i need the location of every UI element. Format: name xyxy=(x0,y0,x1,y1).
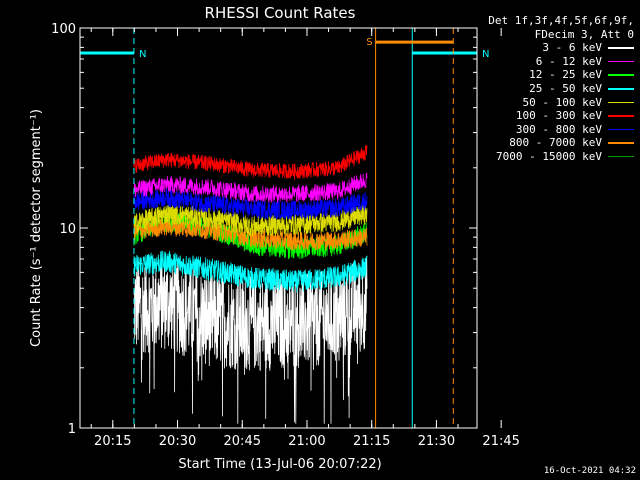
legend-header-detectors: Det 1f,3f,4f,5f,6f,9f, xyxy=(488,14,634,27)
legend-swatch xyxy=(608,88,634,90)
generation-timestamp: 16-Oct-2021 04:32 xyxy=(543,466,636,476)
plot-area: N N S xyxy=(79,28,489,428)
x-tick-label-2: 20:45 xyxy=(224,434,261,449)
y-axis-label: Count Rate (s⁻¹ detector segment⁻¹) xyxy=(29,109,44,347)
legend-entry: 800 - 7000 keV xyxy=(478,136,634,150)
legend: Det 1f,3f,4f,5f,6f,9f, FDecim 3, Att 0 3… xyxy=(478,14,634,164)
legend-swatch xyxy=(608,47,634,49)
legend-label: 100 - 300 keV xyxy=(515,109,602,123)
x-tick-label-3: 21:00 xyxy=(288,434,325,449)
legend-label: 6 - 12 keV xyxy=(535,54,602,68)
legend-entry: 7000 - 15000 keV xyxy=(478,150,634,164)
series-line-1 xyxy=(133,172,368,203)
legend-header-decimation: FDecim 3, Att 0 xyxy=(534,27,634,41)
x-tick-label-6: 21:45 xyxy=(482,434,519,449)
chart-title: RHESSI Count Rates xyxy=(205,4,356,22)
x-tick-label-0: 20:15 xyxy=(94,434,131,449)
legend-entry: 6 - 12 keV xyxy=(478,55,634,69)
legend-swatch xyxy=(608,142,634,144)
legend-label: 25 - 50 keV xyxy=(529,81,602,95)
x-tick-label-1: 20:30 xyxy=(159,434,196,449)
legend-entry: 300 - 800 keV xyxy=(478,123,634,137)
y-tick-label-2: 100 xyxy=(51,22,76,37)
interval-label-0: N xyxy=(139,49,146,60)
legend-swatch xyxy=(608,115,634,117)
series-line-5 xyxy=(133,144,368,181)
legend-entry: 3 - 6 keV xyxy=(478,41,634,55)
series-line-6 xyxy=(133,188,368,220)
y-tick-label-0: 1 xyxy=(68,422,76,437)
y-tick-label-1: 10 xyxy=(59,222,76,237)
legend-entry: 50 - 100 keV xyxy=(478,96,634,110)
interval-label-1: N xyxy=(482,49,489,60)
axes: 1 10 100 20:15 20:30 20:45 21:00 21:15 21:30 21:4… xyxy=(51,22,520,449)
legend-swatch xyxy=(608,60,634,63)
legend-entry: 100 - 300 keV xyxy=(478,109,634,123)
legend-label: 50 - 100 keV xyxy=(522,95,602,109)
legend-swatch xyxy=(608,128,634,131)
legend-swatch xyxy=(608,155,634,158)
legend-entry: 12 - 25 keV xyxy=(478,68,634,82)
legend-entry: 25 - 50 keV xyxy=(478,82,634,96)
interval-label-2: S xyxy=(366,37,372,48)
x-tick-label-4: 21:15 xyxy=(353,434,390,449)
legend-label: 12 - 25 keV xyxy=(529,68,602,82)
x-tick-label-5: 21:30 xyxy=(418,434,455,449)
series-line-3 xyxy=(133,250,368,293)
legend-label: 300 - 800 keV xyxy=(515,122,602,136)
legend-swatch xyxy=(608,74,634,76)
legend-label: 800 - 7000 keV xyxy=(509,136,602,150)
x-axis-label: Start Time (13-Jul-06 20:07:22) xyxy=(178,457,381,472)
series-line-4 xyxy=(133,204,368,237)
series-line-7 xyxy=(133,217,368,251)
legend-swatch xyxy=(608,101,634,104)
legend-label: 7000 - 15000 keV xyxy=(496,149,602,163)
legend-label: 3 - 6 keV xyxy=(542,41,602,55)
